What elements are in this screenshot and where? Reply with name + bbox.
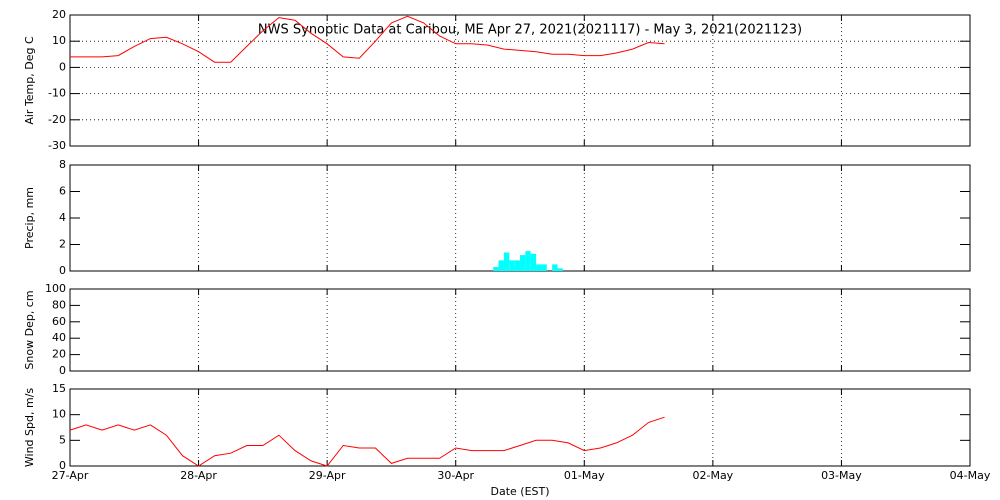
bar [493, 267, 499, 271]
y-tick-label: -10 [48, 87, 66, 100]
y-tick-label: 15 [52, 382, 66, 395]
y-tick-label: 20 [52, 348, 66, 361]
bar [514, 260, 520, 271]
y-tick-label: -30 [48, 139, 66, 152]
y-tick-label: 0 [59, 264, 66, 277]
y-tick-label: 20 [52, 8, 66, 21]
y-tick-label: 6 [59, 185, 66, 198]
x-tick-label: 04-May [950, 469, 991, 482]
y-axis-label: Air Temp, Deg C [23, 36, 36, 125]
y-tick-label: 0 [59, 60, 66, 73]
y-tick-label: 40 [52, 331, 66, 344]
bar [509, 260, 515, 271]
y-axis-label: Wind Spd, m/s [23, 388, 36, 468]
y-axis-label: Snow Dep, cm [23, 290, 36, 369]
bar [541, 264, 547, 271]
bar [557, 268, 563, 271]
y-tick-label: 100 [45, 282, 66, 295]
x-tick-label: 28-Apr [180, 469, 217, 482]
y-tick-label: 80 [52, 298, 66, 311]
chart-title: NWS Synoptic Data at Caribou, ME Apr 27,… [258, 23, 802, 38]
x-tick-label: 01-May [564, 469, 605, 482]
y-tick-label: 0 [59, 459, 66, 472]
bar [552, 264, 558, 271]
y-tick-label: 10 [52, 408, 66, 421]
y-tick-label: 2 [59, 238, 66, 251]
x-axis-label: Date (EST) [490, 485, 549, 498]
data-line [70, 15, 665, 63]
plot-frame [69, 388, 971, 467]
x-tick-label: 02-May [692, 469, 733, 482]
y-tick-label: -20 [48, 113, 66, 126]
data-line [69, 416, 665, 467]
bar [520, 255, 526, 271]
y-tick-label: 0 [59, 364, 66, 377]
bar [525, 251, 531, 271]
plot-frame [69, 288, 971, 372]
bar [498, 260, 504, 271]
plot-frame [69, 14, 971, 147]
y-tick-label: 10 [52, 34, 66, 47]
y-tick-label: 60 [52, 315, 66, 328]
x-tick-label: 30-Apr [437, 469, 474, 482]
x-tick-label: 29-Apr [309, 469, 346, 482]
bar [536, 264, 542, 271]
y-axis-label: Precip, mm [23, 187, 36, 249]
y-tick-label: 4 [59, 211, 66, 224]
x-tick-label: 27-Apr [52, 469, 89, 482]
y-tick-label: 5 [59, 433, 66, 446]
x-tick-label: 03-May [821, 469, 862, 482]
y-tick-label: 8 [59, 158, 66, 171]
bar [530, 253, 537, 271]
bar [503, 252, 510, 271]
